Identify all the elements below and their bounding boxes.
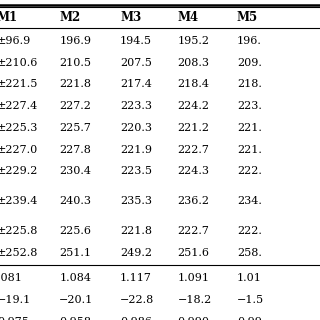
Text: 221.2: 221.2 bbox=[178, 123, 210, 133]
Text: 0.975: 0.975 bbox=[0, 317, 29, 320]
Text: −22.8: −22.8 bbox=[120, 295, 154, 305]
Text: 0.958: 0.958 bbox=[59, 317, 91, 320]
Text: −20.1: −20.1 bbox=[59, 295, 93, 305]
Text: −1.5: −1.5 bbox=[237, 295, 264, 305]
Text: 251.6: 251.6 bbox=[178, 248, 210, 258]
Text: 258.: 258. bbox=[237, 248, 262, 258]
Text: M1: M1 bbox=[0, 11, 18, 24]
Text: 225.6: 225.6 bbox=[59, 226, 91, 236]
Text: 196.: 196. bbox=[237, 36, 262, 46]
Text: 227.2: 227.2 bbox=[59, 101, 91, 111]
Text: 1.084: 1.084 bbox=[59, 273, 91, 284]
Text: −19.1: −19.1 bbox=[0, 295, 31, 305]
Text: 1.117: 1.117 bbox=[120, 273, 152, 284]
Text: 220.3: 220.3 bbox=[120, 123, 152, 133]
Text: ±227.0: ±227.0 bbox=[0, 145, 38, 155]
Text: 236.2: 236.2 bbox=[178, 196, 210, 206]
Text: ±96.9: ±96.9 bbox=[0, 36, 31, 46]
Text: 221.: 221. bbox=[237, 123, 262, 133]
Text: 0.99: 0.99 bbox=[237, 317, 262, 320]
Text: 0.986: 0.986 bbox=[120, 317, 152, 320]
Text: 224.3: 224.3 bbox=[178, 166, 210, 176]
Text: M2: M2 bbox=[59, 11, 80, 24]
Text: 209.: 209. bbox=[237, 58, 262, 68]
Text: 208.3: 208.3 bbox=[178, 58, 210, 68]
Text: 251.1: 251.1 bbox=[59, 248, 91, 258]
Text: ±210.6: ±210.6 bbox=[0, 58, 38, 68]
Text: 223.5: 223.5 bbox=[120, 166, 152, 176]
Text: 1.091: 1.091 bbox=[178, 273, 210, 284]
Text: ±227.4: ±227.4 bbox=[0, 101, 38, 111]
Text: ±252.8: ±252.8 bbox=[0, 248, 38, 258]
Text: .081: .081 bbox=[0, 273, 22, 284]
Text: 223.3: 223.3 bbox=[120, 101, 152, 111]
Text: 222.7: 222.7 bbox=[178, 226, 210, 236]
Text: 234.: 234. bbox=[237, 196, 262, 206]
Text: 249.2: 249.2 bbox=[120, 248, 152, 258]
Text: 221.8: 221.8 bbox=[59, 79, 91, 89]
Text: ±225.3: ±225.3 bbox=[0, 123, 38, 133]
Text: 224.2: 224.2 bbox=[178, 101, 210, 111]
Text: 195.2: 195.2 bbox=[178, 36, 210, 46]
Text: 222.: 222. bbox=[237, 226, 262, 236]
Text: 194.5: 194.5 bbox=[120, 36, 152, 46]
Text: 207.5: 207.5 bbox=[120, 58, 152, 68]
Text: 240.3: 240.3 bbox=[59, 196, 91, 206]
Text: 227.8: 227.8 bbox=[59, 145, 91, 155]
Text: 196.9: 196.9 bbox=[59, 36, 91, 46]
Text: M5: M5 bbox=[237, 11, 258, 24]
Text: 222.: 222. bbox=[237, 166, 262, 176]
Text: 230.4: 230.4 bbox=[59, 166, 91, 176]
Text: 225.7: 225.7 bbox=[59, 123, 91, 133]
Text: 235.3: 235.3 bbox=[120, 196, 152, 206]
Text: 221.8: 221.8 bbox=[120, 226, 152, 236]
Text: 0.990: 0.990 bbox=[178, 317, 210, 320]
Text: ±229.2: ±229.2 bbox=[0, 166, 38, 176]
Text: −18.2: −18.2 bbox=[178, 295, 212, 305]
Text: 1.01: 1.01 bbox=[237, 273, 262, 284]
Text: 218.4: 218.4 bbox=[178, 79, 210, 89]
Text: M3: M3 bbox=[120, 11, 141, 24]
Text: ±239.4: ±239.4 bbox=[0, 196, 38, 206]
Text: 210.5: 210.5 bbox=[59, 58, 91, 68]
Text: 223.: 223. bbox=[237, 101, 262, 111]
Text: ±225.8: ±225.8 bbox=[0, 226, 38, 236]
Text: 221.9: 221.9 bbox=[120, 145, 152, 155]
Text: ±221.5: ±221.5 bbox=[0, 79, 38, 89]
Text: 222.7: 222.7 bbox=[178, 145, 210, 155]
Text: 217.4: 217.4 bbox=[120, 79, 152, 89]
Text: 218.: 218. bbox=[237, 79, 262, 89]
Text: 221.: 221. bbox=[237, 145, 262, 155]
Text: M4: M4 bbox=[178, 11, 199, 24]
